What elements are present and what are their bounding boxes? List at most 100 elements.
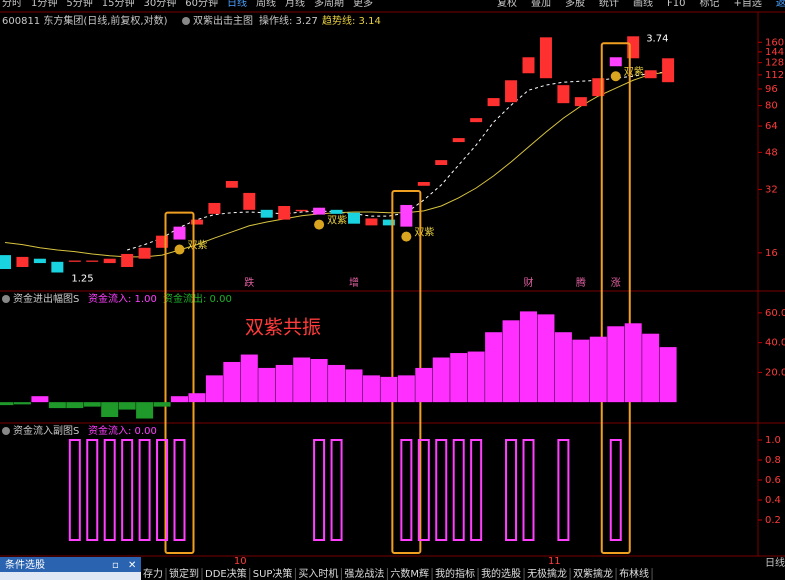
candle <box>644 70 657 79</box>
inflow-bar <box>330 439 343 541</box>
period-tab[interactable]: 日线 <box>765 556 785 569</box>
period-button[interactable]: 1分钟 <box>31 0 57 9</box>
period-button[interactable]: 30分钟 <box>143 0 176 9</box>
inflow-bar <box>470 439 483 541</box>
flow-bar <box>83 402 101 407</box>
month-label: 11 <box>548 556 561 567</box>
candle <box>225 180 238 188</box>
flow-bar <box>205 375 223 403</box>
signal-icon <box>610 71 621 82</box>
flow-bar <box>275 364 293 403</box>
flow-bar <box>502 320 520 403</box>
candle <box>487 98 500 107</box>
period-button[interactable]: 日线 <box>227 0 247 9</box>
tab[interactable]: 锁定到 <box>169 567 199 580</box>
candle <box>0 255 11 270</box>
candle <box>452 138 465 143</box>
tool-button[interactable]: 叠加 <box>531 0 551 9</box>
tab[interactable]: DDE决策 <box>205 567 247 580</box>
y-tick-label: 96 <box>765 84 778 95</box>
period-button[interactable]: 月线 <box>285 0 305 9</box>
flow-bar <box>258 367 276 403</box>
tab[interactable]: 存力 <box>143 567 163 580</box>
candle <box>522 57 535 74</box>
flow-bar <box>450 353 468 403</box>
signal-icon <box>174 244 185 255</box>
period-button[interactable]: 分时 <box>2 0 22 9</box>
tab[interactable]: 我的选股 <box>481 567 521 580</box>
tool-button[interactable]: +自选 <box>733 0 761 9</box>
candle <box>51 261 64 273</box>
y-tick-label: 64 <box>765 121 778 132</box>
flow-bar <box>66 402 84 409</box>
indicator-icon <box>2 427 10 435</box>
tool-button[interactable]: 复权 <box>497 0 517 9</box>
event-marker: 财 <box>524 276 534 289</box>
tab[interactable]: 我的指标 <box>435 567 475 580</box>
signal-label: 双紫 <box>327 215 347 227</box>
popup-restore[interactable]: ▫ <box>112 560 119 571</box>
tab[interactable]: 双紫擒龙 <box>573 567 613 580</box>
period-button[interactable]: 15分钟 <box>102 0 135 9</box>
candle <box>208 202 221 214</box>
flow-bar <box>659 347 677 403</box>
stock-code: 600811 东方集团(日线,前复权,对数) <box>2 14 168 27</box>
tool-button[interactable]: 统计 <box>599 0 619 9</box>
tab[interactable]: SUP决策 <box>253 567 293 580</box>
inflow-bar <box>173 439 186 541</box>
flow-bar <box>485 332 503 403</box>
indicator-icon <box>2 295 10 303</box>
y-tick-label: 80 <box>765 101 778 112</box>
inflow-bar <box>417 439 430 541</box>
trend-line: 趋势线: 3.14 <box>322 14 381 27</box>
candle <box>539 37 552 79</box>
tab[interactable]: 买入时机 <box>298 567 338 580</box>
popup-titlebar <box>0 557 141 572</box>
tool-button[interactable]: 标记 <box>699 0 719 9</box>
flow-bar <box>188 393 206 403</box>
candle <box>435 160 448 166</box>
period-button[interactable]: 更多 <box>353 0 373 9</box>
flow-bar <box>624 323 642 403</box>
tab[interactable]: 六数M辉 <box>390 567 429 580</box>
y-tick-label: 60.0 <box>765 308 785 319</box>
tool-button[interactable]: 多股 <box>565 0 585 9</box>
candle <box>609 57 622 67</box>
tool-button[interactable]: 画线 <box>633 0 653 9</box>
y-tick-label: 20.0 <box>765 367 785 378</box>
y-tick-label: 0.2 <box>765 515 781 526</box>
tab[interactable]: 无极擒龙 <box>527 567 567 580</box>
flow-bar <box>293 357 311 403</box>
op-line: 操作线: 3.27 <box>259 14 318 27</box>
flow-bar <box>153 402 171 407</box>
y-tick-label: 0.4 <box>765 495 781 506</box>
candle <box>400 204 413 227</box>
flow-bar <box>118 402 136 410</box>
candle <box>574 97 587 107</box>
low-label: 1.25 <box>71 273 93 284</box>
candle <box>173 226 186 240</box>
tab[interactable]: 强龙战法 <box>344 567 384 580</box>
period-button[interactable]: 周线 <box>256 0 276 9</box>
inflow-bar <box>313 439 326 541</box>
y-tick-label: 48 <box>765 147 778 158</box>
candle <box>365 218 378 226</box>
inflow-bar <box>121 439 134 541</box>
popup-close[interactable]: ✕ <box>128 560 136 571</box>
tab[interactable]: 布林线 <box>619 567 649 580</box>
candle <box>417 182 430 186</box>
flow-inflow: 资金流入: 1.00 <box>88 292 157 305</box>
y-tick-label: 16 <box>765 248 778 259</box>
candle <box>470 118 483 123</box>
flow-bar <box>13 402 31 405</box>
tool-button[interactable]: F10 <box>667 0 685 9</box>
period-button[interactable]: 多周期 <box>314 0 344 9</box>
flow-bar <box>607 326 625 403</box>
period-button[interactable]: 5分钟 <box>66 0 92 9</box>
indicator-name: 双紫出击主图 <box>193 14 253 27</box>
tool-button[interactable]: 返 <box>776 0 785 9</box>
period-button[interactable]: 60分钟 <box>185 0 218 9</box>
inflow-bar <box>103 439 116 541</box>
signal-label: 双紫 <box>624 66 644 78</box>
